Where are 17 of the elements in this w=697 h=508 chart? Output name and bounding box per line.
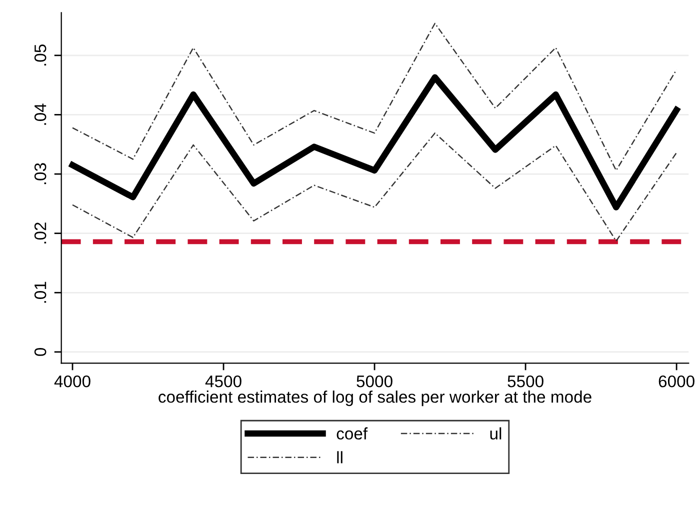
x-tick-label: 5500 — [508, 375, 544, 388]
legend-label: ll — [337, 451, 342, 464]
x-tick-label: 5000 — [356, 375, 392, 388]
y-tick-label: .03 — [34, 163, 46, 184]
y-tick-label: 0 — [34, 348, 46, 356]
y-tick-label: .02 — [34, 222, 46, 244]
legend-label: ul — [490, 427, 502, 440]
y-tick-label: .05 — [34, 44, 46, 66]
y-tick-label: .04 — [34, 104, 46, 125]
x-tick-label: 4000 — [54, 375, 90, 388]
legend-label: coef — [336, 427, 368, 440]
line-series — [72, 22, 678, 172]
y-tick-label: .01 — [34, 282, 46, 303]
x-axis-title: coefficient estimates of log of sales per worker at the mode — [158, 390, 592, 406]
line-series — [72, 132, 678, 242]
x-tick-label: 4500 — [205, 375, 242, 388]
x-tick-label: 6000 — [658, 375, 694, 388]
